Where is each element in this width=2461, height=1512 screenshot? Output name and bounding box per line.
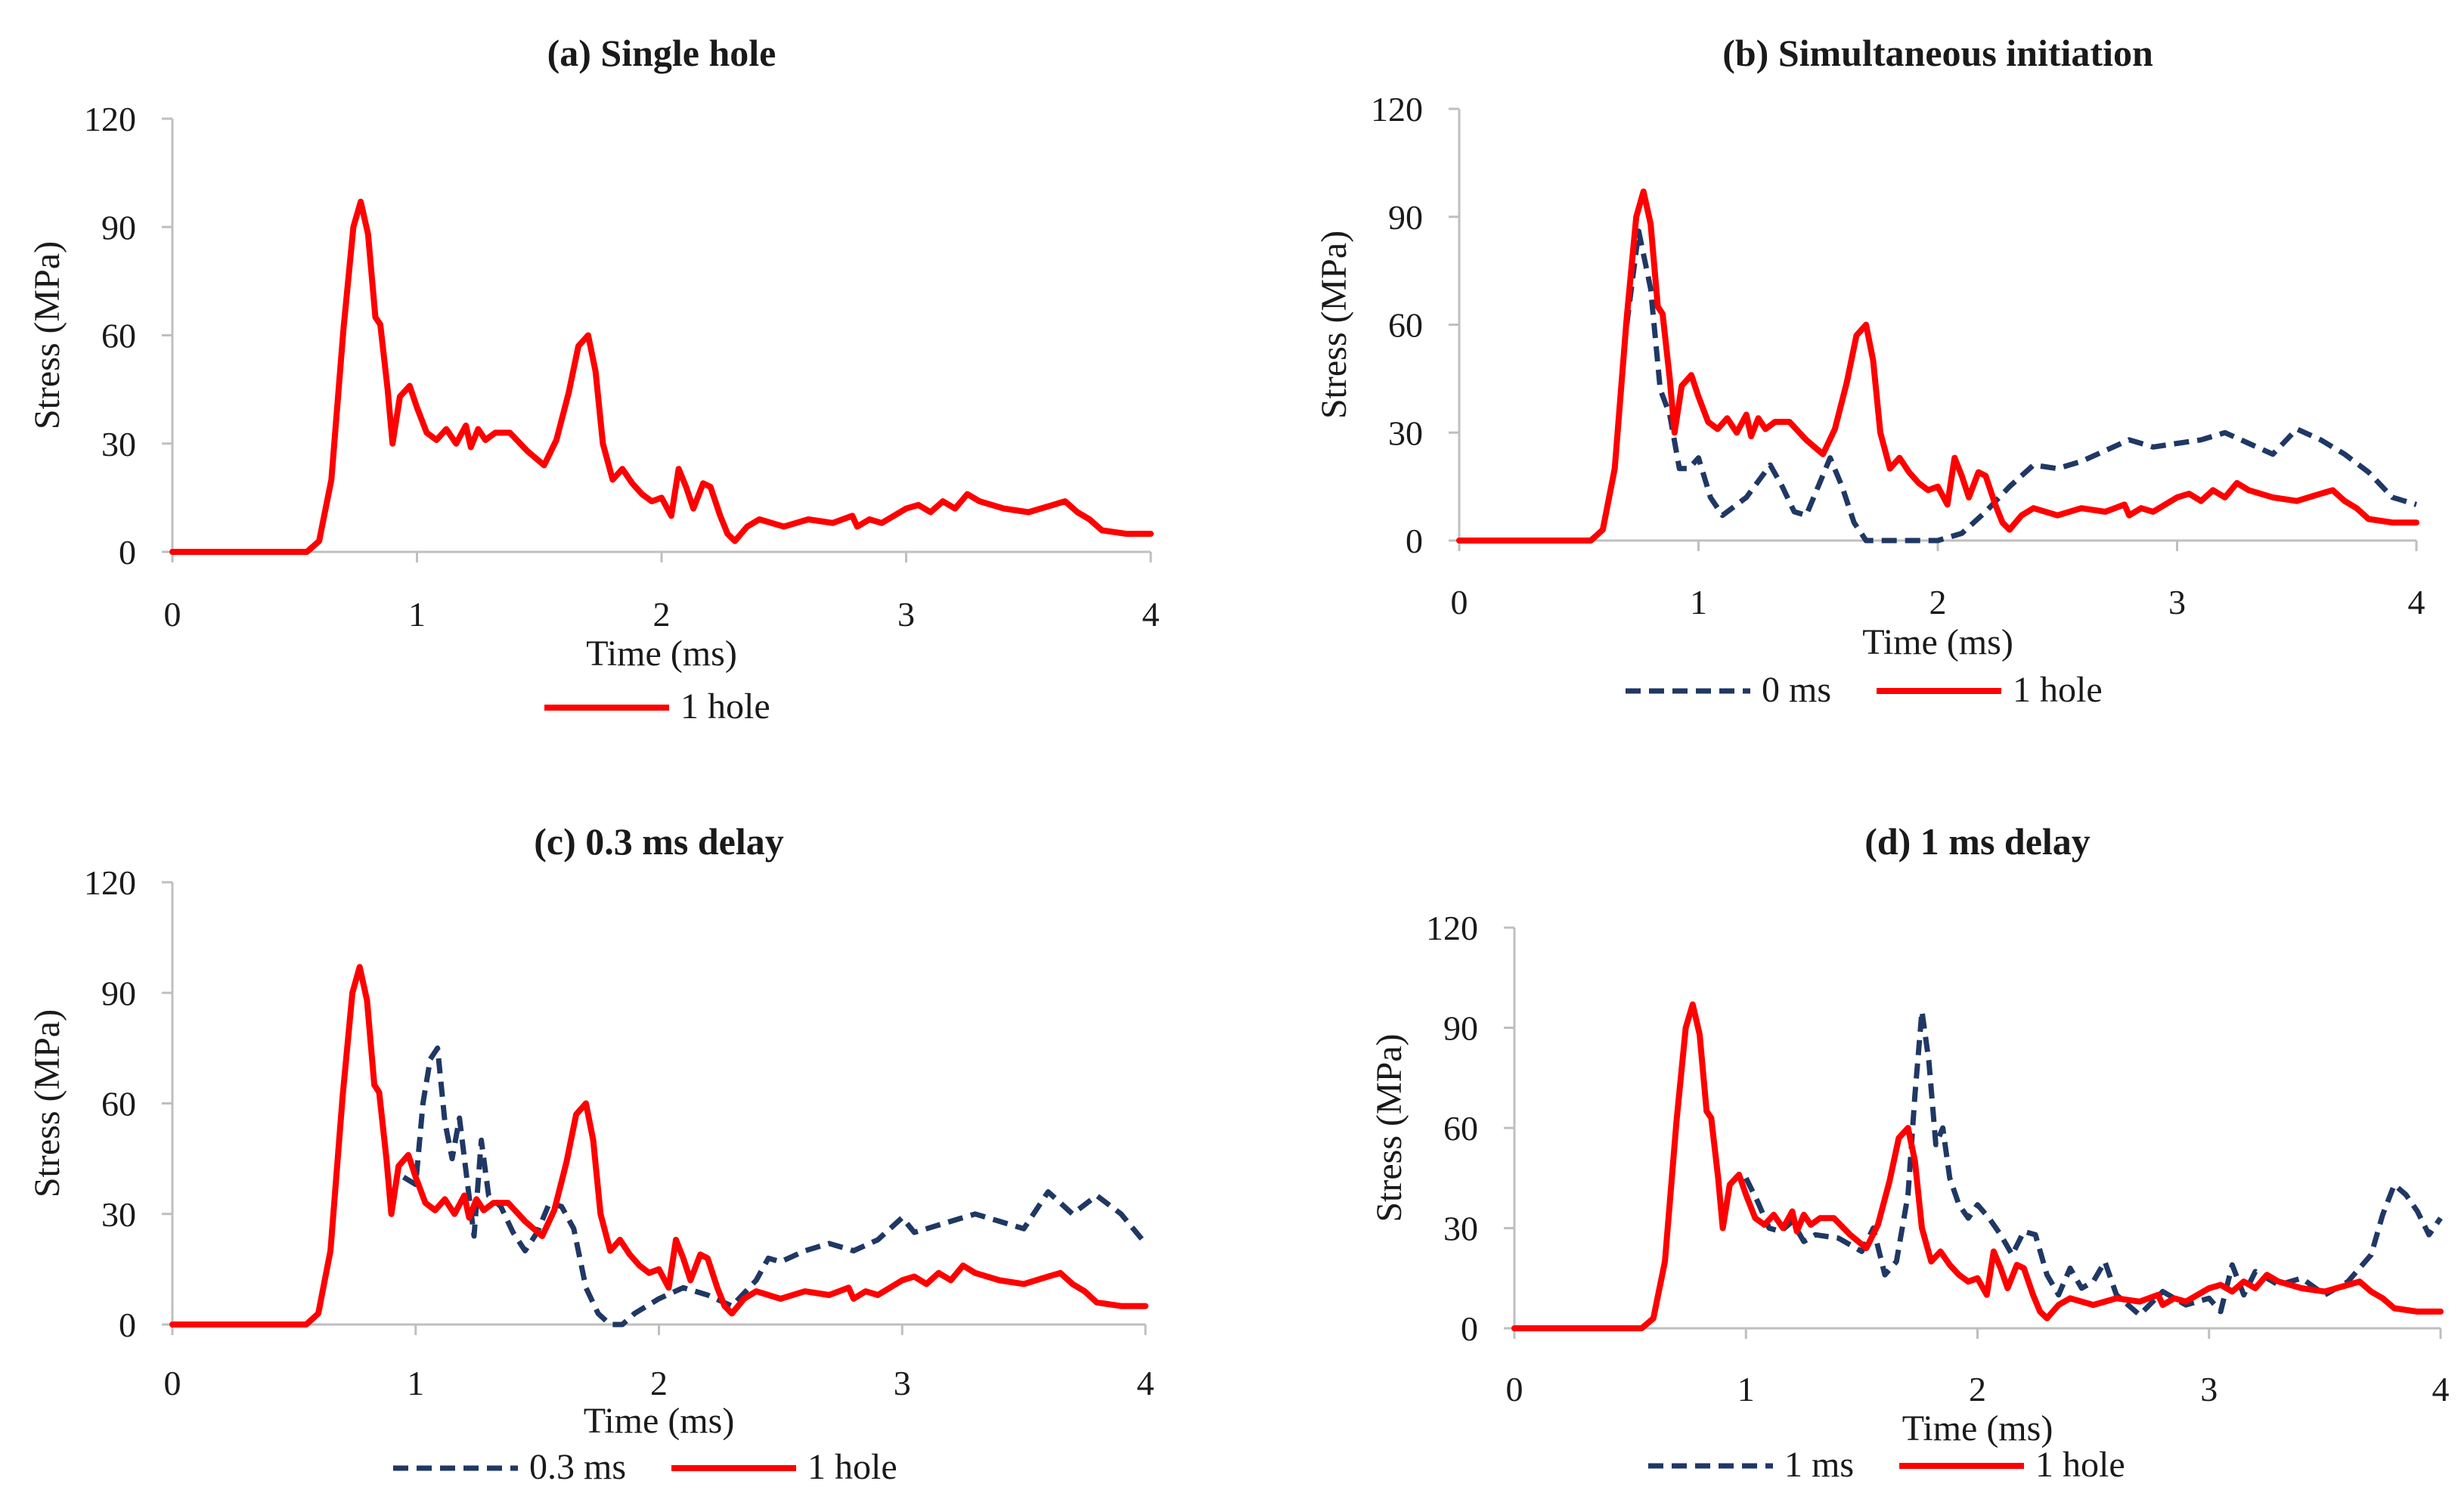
x-axis-title: Time (ms)	[1902, 1408, 2053, 1448]
x-tick-label: 0	[1451, 583, 1468, 621]
chart-title: (b) Simultaneous initiation	[1722, 32, 2153, 74]
y-axis-title: Stress (MPa)	[1314, 231, 1354, 419]
series-line-0-3-ms	[401, 1045, 1148, 1328]
y-tick-label: 120	[84, 863, 136, 902]
y-tick-label: 30	[1443, 1210, 1478, 1248]
x-tick-label: 2	[1929, 583, 1947, 621]
y-tick-label: 60	[1443, 1109, 1478, 1148]
x-tick-label: 0	[1506, 1370, 1523, 1408]
x-tick-label: 4	[2408, 583, 2425, 621]
series-line-1-ms	[1743, 1008, 2443, 1318]
y-tick-label: 60	[101, 317, 136, 355]
series-line-1-hole	[1511, 1001, 2444, 1331]
y-axis-title: Stress (MPa)	[1369, 1033, 1409, 1222]
x-tick-label: 0	[164, 595, 181, 634]
y-axis-title: Stress (MPa)	[27, 1009, 67, 1198]
x-tick-label: 1	[407, 1364, 424, 1402]
y-tick-label: 0	[1406, 522, 1423, 560]
y-tick-label: 0	[1461, 1309, 1478, 1348]
chart-panel-4: (d) 1 ms delay 0 30 60 90 120 0 1 2 3 4 Time (ms) St…	[1369, 820, 2450, 1485]
y-tick-label: 90	[1388, 198, 1423, 237]
series-line-0-ms	[1624, 228, 2418, 544]
y-tick-label: 90	[101, 974, 136, 1012]
y-tick-label: 60	[101, 1085, 136, 1123]
y-axis-title: Stress (MPa)	[27, 241, 67, 429]
x-tick-label: 2	[1969, 1370, 1986, 1408]
x-axis-title: Time (ms)	[586, 634, 737, 674]
y-tick-label: 30	[1388, 414, 1423, 452]
y-tick-label: 120	[84, 100, 136, 138]
y-tick-label: 30	[101, 425, 136, 463]
legend-label: 1 hole	[2013, 670, 2103, 710]
chart-title: (d) 1 ms delay	[1864, 820, 2091, 863]
chart-title: (c) 0.3 ms delay	[534, 820, 784, 863]
legend-label: 0.3 ms	[529, 1447, 626, 1487]
series-line-1-hole	[169, 198, 1154, 555]
y-tick-label: 90	[1443, 1009, 1478, 1048]
x-tick-label: 0	[164, 1364, 181, 1402]
x-tick-label: 3	[894, 1364, 911, 1402]
series-line-1-hole	[169, 964, 1148, 1328]
x-tick-label: 4	[1137, 1364, 1155, 1402]
x-tick-label: 3	[897, 595, 915, 634]
legend-label: 0 ms	[1762, 670, 1831, 710]
x-tick-label: 3	[2168, 583, 2186, 621]
series-line-1-hole	[1456, 188, 2419, 544]
x-axis-title: Time (ms)	[584, 1401, 735, 1441]
chart-panel-1: (a) Single hole 0 30 60 90 120 0 1 2 3 4 Time (ms) S…	[27, 32, 1160, 727]
x-tick-label: 2	[650, 1364, 668, 1402]
x-axis-title: Time (ms)	[1862, 622, 2013, 662]
x-tick-label: 3	[2200, 1370, 2218, 1408]
legend-label: 1 hole	[807, 1447, 897, 1487]
chart-panel-3: (c) 0.3 ms delay 0 30 60 90 120 0 1 2 3 4 Time (ms)…	[27, 820, 1155, 1487]
x-tick-label: 4	[2432, 1370, 2450, 1408]
x-tick-label: 4	[1142, 595, 1160, 634]
y-tick-label: 0	[119, 533, 136, 572]
y-tick-label: 0	[119, 1306, 136, 1344]
x-tick-label: 1	[408, 595, 426, 634]
y-tick-label: 120	[1371, 90, 1423, 129]
chart-panel-2: (b) Simultaneous initiation 0 30 60 90 120 0 1 2…	[1314, 32, 2425, 710]
chart-title: (a) Single hole	[547, 32, 776, 74]
y-tick-label: 120	[1426, 909, 1478, 947]
x-tick-label: 1	[1737, 1370, 1755, 1408]
x-tick-label: 2	[653, 595, 671, 634]
legend-label: 1 hole	[680, 686, 770, 727]
x-tick-label: 1	[1690, 583, 1707, 621]
y-tick-label: 60	[1388, 306, 1423, 345]
legend-label: 1 ms	[1784, 1445, 1854, 1485]
y-tick-label: 90	[101, 208, 136, 246]
legend-label: 1 hole	[2035, 1445, 2125, 1485]
y-tick-label: 30	[101, 1195, 136, 1234]
